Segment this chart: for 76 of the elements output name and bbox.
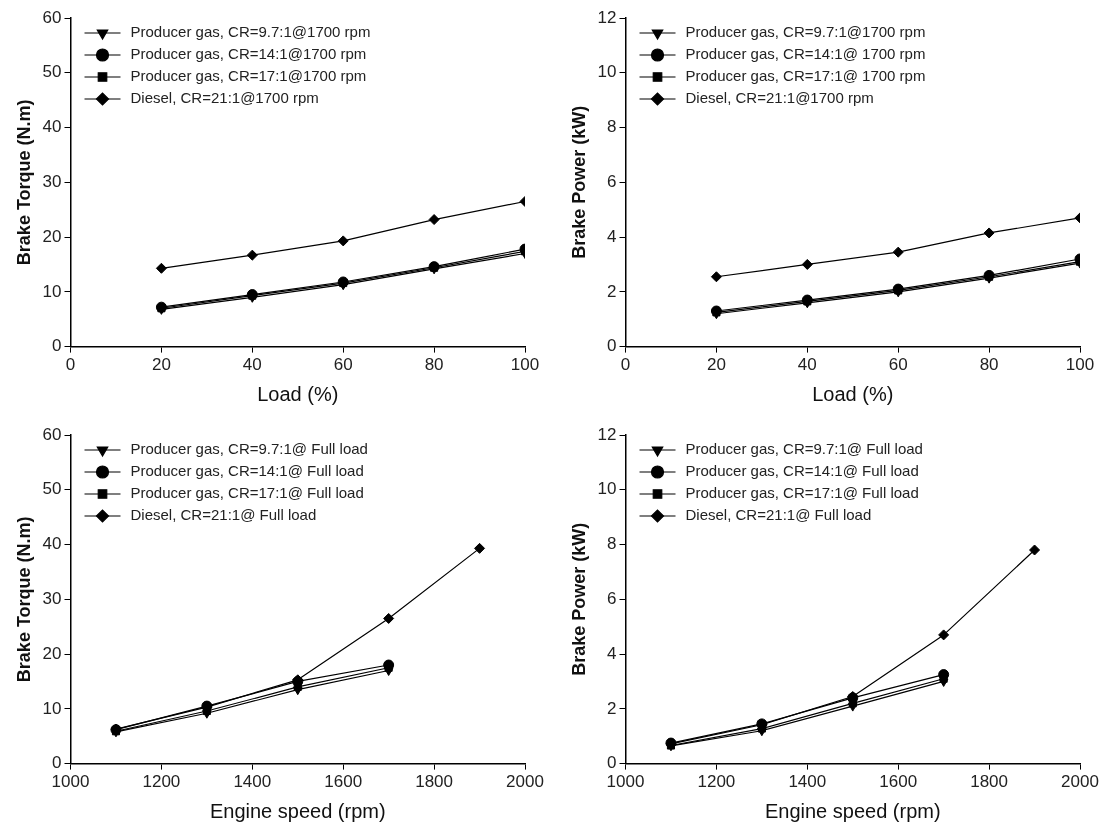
y-tick-label: 0 — [607, 753, 617, 773]
x-tick-label: 1800 — [415, 772, 454, 792]
y-tick-label: 0 — [52, 753, 62, 773]
x-tick-label: 2000 — [506, 772, 544, 792]
y-tick-label: 10 — [597, 62, 617, 82]
x-tick-label: 1200 — [697, 772, 736, 792]
y-tick-label: 30 — [42, 171, 62, 191]
y-tick-label: 50 — [42, 62, 62, 82]
legend-label: Producer gas, CR=9.7:1@1700 rpm — [130, 23, 371, 41]
x-tick-label: 100 — [1065, 355, 1095, 375]
y-tick-label: 4 — [607, 226, 617, 246]
x-tick-label: 20 — [151, 355, 171, 375]
x-axis-title: Engine speed (rpm) — [764, 799, 941, 822]
x-tick-label: 40 — [242, 355, 262, 375]
legend-label: Diesel, CR=21:1@ Full load — [685, 506, 872, 524]
legend-label: Producer gas, CR=14:1@ Full load — [685, 462, 919, 480]
y-tick-label: 50 — [42, 479, 62, 499]
y-tick-label: 10 — [42, 281, 62, 301]
y-axis-title: Brake Power (kW) — [568, 105, 589, 259]
y-tick-label: 30 — [42, 588, 62, 608]
y-tick-label: 20 — [42, 643, 62, 663]
legend-label: Diesel, CR=21:1@1700 rpm — [130, 89, 319, 107]
x-tick-label: 60 — [888, 355, 908, 375]
legend-label: Diesel, CR=21:1@1700 rpm — [685, 89, 874, 107]
x-tick-label: 80 — [424, 355, 444, 375]
y-tick-label: 20 — [42, 226, 62, 246]
legend-label: Producer gas, CR=17:1@1700 rpm — [130, 67, 367, 85]
x-tick-label: 1400 — [233, 772, 272, 792]
legend-label: Producer gas, CR=14:1@ 1700 rpm — [685, 45, 926, 63]
y-tick-label: 12 — [597, 424, 617, 444]
x-tick-label: 20 — [706, 355, 726, 375]
y-tick-label: 60 — [42, 424, 62, 444]
y-tick-label: 2 — [607, 698, 617, 718]
x-tick-label: 80 — [979, 355, 999, 375]
y-tick-label: 40 — [42, 534, 62, 554]
x-tick-label: 1200 — [142, 772, 181, 792]
legend-label: Producer gas, CR=9.7:1@ Full load — [685, 440, 923, 458]
x-axis-title: Load (%) — [257, 382, 339, 405]
x-tick-label: 1000 — [606, 772, 645, 792]
x-tick-label: 1600 — [879, 772, 918, 792]
y-tick-label: 2 — [607, 281, 617, 301]
legend-label: Producer gas, CR=9.7:1@1700 rpm — [685, 23, 926, 41]
legend-label: Diesel, CR=21:1@ Full load — [130, 506, 317, 524]
legend-label: Producer gas, CR=17:1@ Full load — [685, 484, 919, 502]
legend-label: Producer gas, CR=9.7:1@ Full load — [130, 440, 368, 458]
y-tick-label: 8 — [607, 534, 617, 554]
y-tick-label: 10 — [42, 698, 62, 718]
y-tick-label: 6 — [607, 171, 617, 191]
legend-label: Producer gas, CR=14:1@1700 rpm — [130, 45, 367, 63]
y-tick-label: 0 — [607, 336, 617, 356]
y-axis-title: Brake Torque (N.m) — [13, 516, 34, 683]
y-axis-title: Brake Torque (N.m) — [13, 99, 34, 266]
y-tick-label: 60 — [42, 7, 62, 27]
x-tick-label: 2000 — [1061, 772, 1099, 792]
y-tick-label: 40 — [42, 117, 62, 137]
y-tick-label: 4 — [607, 643, 617, 663]
y-tick-label: 0 — [52, 336, 62, 356]
legend-label: Producer gas, CR=17:1@ Full load — [130, 484, 364, 502]
y-tick-label: 10 — [597, 479, 617, 499]
x-axis-title: Load (%) — [812, 382, 894, 405]
x-tick-label: 1400 — [788, 772, 827, 792]
x-tick-label: 40 — [797, 355, 817, 375]
x-tick-label: 0 — [620, 355, 631, 375]
legend-label: Producer gas, CR=14:1@ Full load — [130, 462, 364, 480]
x-tick-label: 1000 — [51, 772, 90, 792]
x-tick-label: 1800 — [970, 772, 1009, 792]
x-tick-label: 1600 — [324, 772, 363, 792]
y-axis-title: Brake Power (kW) — [568, 522, 589, 676]
y-tick-label: 6 — [607, 588, 617, 608]
legend-label: Producer gas, CR=17:1@ 1700 rpm — [685, 67, 926, 85]
x-tick-label: 60 — [333, 355, 353, 375]
y-tick-label: 8 — [607, 117, 617, 137]
y-tick-label: 12 — [597, 7, 617, 27]
x-tick-label: 0 — [65, 355, 76, 375]
x-axis-title: Engine speed (rpm) — [209, 799, 386, 822]
x-tick-label: 100 — [510, 355, 540, 375]
